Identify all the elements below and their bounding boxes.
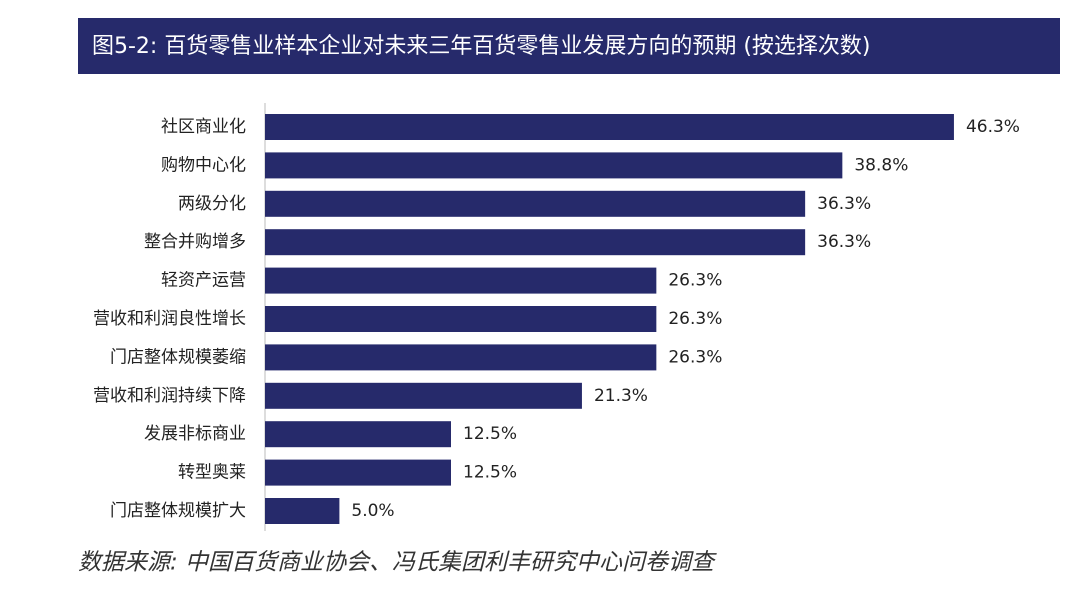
bar bbox=[265, 229, 806, 256]
value-label: 5.0% bbox=[351, 501, 394, 521]
bar bbox=[265, 190, 806, 217]
value-label: 12.5% bbox=[463, 463, 517, 483]
value-label: 26.3% bbox=[668, 347, 722, 367]
chart-title: 图5-2: 百货零售业样本企业对未来三年百货零售业发展方向的预期 (按选择次数) bbox=[92, 34, 871, 59]
category-label: 营收和利润持续下降 bbox=[93, 386, 246, 406]
category-label: 门店整体规模萎缩 bbox=[110, 347, 246, 367]
value-label: 26.3% bbox=[668, 271, 722, 291]
value-label: 46.3% bbox=[966, 117, 1020, 137]
value-label: 38.8% bbox=[854, 155, 908, 175]
category-label: 发展非标商业 bbox=[144, 424, 246, 444]
bar bbox=[265, 306, 657, 332]
category-label: 整合并购增多 bbox=[144, 232, 246, 252]
bar bbox=[265, 498, 340, 524]
category-label: 门店整体规模扩大 bbox=[110, 501, 246, 521]
value-label: 36.3% bbox=[817, 194, 871, 214]
category-label: 营收和利润良性增长 bbox=[93, 309, 246, 329]
bar bbox=[265, 459, 451, 486]
category-label: 两级分化 bbox=[178, 194, 246, 214]
value-label: 36.3% bbox=[817, 232, 871, 252]
category-label: 社区商业化 bbox=[161, 117, 246, 137]
title-banner bbox=[78, 18, 1060, 74]
source-note: 数据来源: 中国百货商业协会、冯氏集团利丰研究中心问卷调查 bbox=[78, 550, 717, 576]
value-label: 12.5% bbox=[463, 424, 517, 444]
bar bbox=[265, 152, 843, 179]
bar bbox=[265, 267, 657, 294]
bar bbox=[265, 421, 451, 448]
category-label: 购物中心化 bbox=[161, 155, 246, 175]
value-label: 21.3% bbox=[594, 386, 648, 406]
category-label: 轻资产运营 bbox=[161, 271, 246, 291]
bar bbox=[265, 344, 657, 371]
value-label: 26.3% bbox=[668, 309, 722, 329]
bar bbox=[265, 382, 582, 409]
category-label: 转型奥莱 bbox=[178, 463, 246, 483]
bar bbox=[265, 114, 954, 140]
